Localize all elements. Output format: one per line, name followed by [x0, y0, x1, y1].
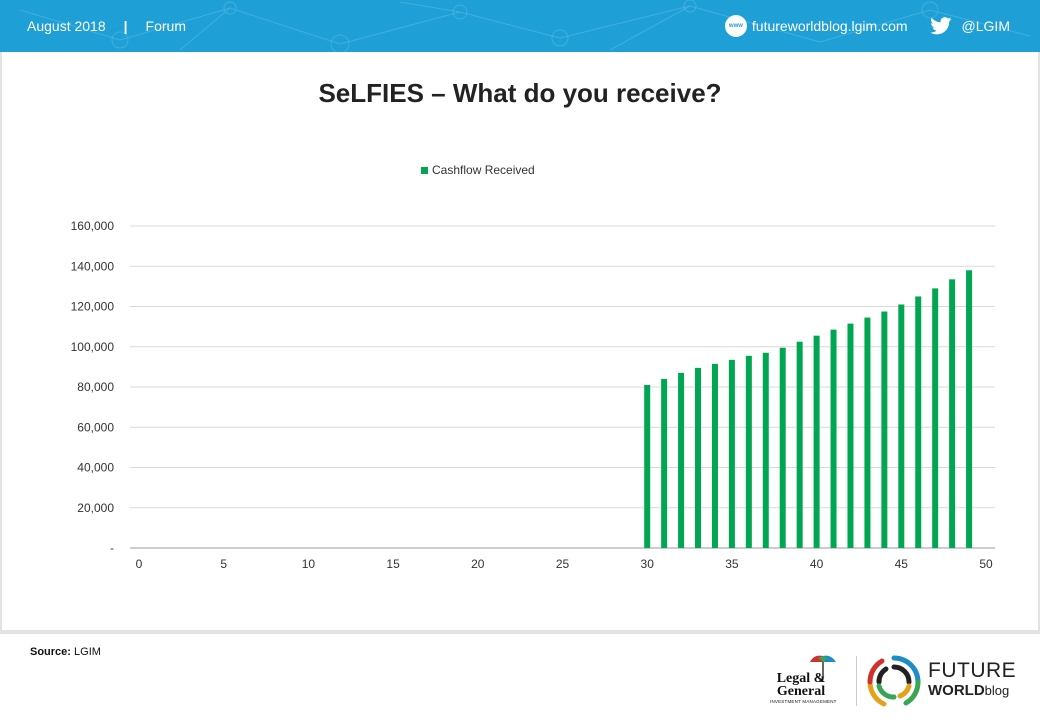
source-note: Source: LGIM: [30, 646, 101, 658]
source-label: Source:: [30, 646, 71, 658]
header-left: August 2018 | Forum: [27, 0, 186, 52]
bar-34: [711, 363, 718, 548]
bar-39: [796, 341, 803, 548]
lg-line2: General: [776, 684, 826, 699]
x-tick-label: 0: [136, 557, 143, 571]
y-tick-label: 140,000: [71, 259, 115, 273]
chart-legend: Cashflow Received: [421, 163, 535, 177]
x-tick-label: 35: [725, 557, 739, 571]
bar-42: [847, 323, 854, 548]
x-tick-label: 45: [895, 557, 909, 571]
bar-44: [881, 311, 888, 548]
y-tick-label: 20,000: [77, 501, 114, 515]
bar-47: [932, 288, 939, 548]
x-tick-label: 25: [556, 557, 570, 571]
x-tick-label: 5: [220, 557, 227, 571]
cashflow-chart: - 20,000 40,000 60,000 80,000 100,000 120,000 1…: [71, 219, 995, 571]
x-tick-label: 10: [302, 557, 316, 571]
bar-30: [644, 384, 651, 548]
y-tick-label: 100,000: [71, 340, 115, 354]
x-tick-label: 15: [386, 557, 400, 571]
footer-divider: [0, 630, 1040, 634]
twitter-icon[interactable]: [929, 17, 952, 35]
header-section[interactable]: Forum: [145, 18, 186, 34]
slide-title: SeLFIES – What do you receive?: [318, 78, 722, 108]
header-right: www futureworldblog.lgim.com @LGIM: [724, 0, 1010, 52]
header-bar: August 2018 | Forum www futureworldblog.…: [0, 0, 1040, 52]
lg-line1: Legal &: [776, 671, 826, 686]
x-tick-label: 20: [471, 557, 485, 571]
legend-swatch: [421, 166, 428, 174]
y-tick-label: 120,000: [71, 300, 115, 314]
x-tick-label: 50: [979, 557, 993, 571]
www-icon: www: [724, 15, 747, 37]
bar-38: [779, 347, 786, 548]
y-tick-label: 40,000: [77, 461, 114, 475]
header-date: August 2018: [27, 18, 106, 34]
frame-left: [0, 52, 2, 632]
bar-46: [915, 296, 922, 548]
bar-35: [728, 359, 735, 548]
fw-blog: blog: [984, 683, 1010, 698]
frame-right: [1038, 52, 1040, 632]
source-value: LGIM: [74, 646, 101, 658]
y-tick-label: 60,000: [77, 420, 114, 434]
network-pattern: [19, 0, 1031, 52]
y-tick-label: 160,000: [71, 219, 115, 233]
website-link[interactable]: futureworldblog.lgim.com: [751, 18, 908, 34]
fw-line1: FUTURE: [928, 659, 1017, 682]
y-tick-label: -: [110, 541, 114, 555]
bar-43: [864, 317, 871, 548]
bar-40: [813, 335, 820, 548]
header-separator: |: [123, 18, 128, 34]
umbrella-icon: [810, 655, 836, 682]
y-tick-label: 80,000: [77, 380, 114, 394]
bar-32: [678, 372, 685, 548]
x-tick-label: 40: [810, 557, 824, 571]
bar-33: [695, 367, 702, 548]
bar-31: [661, 378, 668, 548]
bar-49: [966, 270, 973, 548]
bar-45: [898, 304, 905, 548]
bar-41: [830, 329, 837, 548]
fw-line2: WORLDblog: [928, 682, 1016, 700]
x-tick-label: 30: [641, 557, 655, 571]
futureworld-icon: [867, 655, 921, 707]
bar-37: [762, 352, 769, 548]
bar-36: [745, 355, 752, 548]
legal-general-logo: Legal & General INVESTMENT MANAGEMENT: [770, 654, 850, 706]
logo-divider: [856, 656, 857, 706]
bar-48: [949, 279, 956, 548]
lg-name: Legal & General: [770, 671, 832, 699]
fw-world: WORLD: [928, 682, 985, 699]
lg-subtitle: INVESTMENT MANAGEMENT: [770, 699, 837, 704]
legend-label: Cashflow Received: [432, 163, 535, 177]
twitter-handle[interactable]: @LGIM: [961, 18, 1010, 34]
futureworld-wordmark: FUTURE WORLDblog: [928, 660, 1016, 700]
